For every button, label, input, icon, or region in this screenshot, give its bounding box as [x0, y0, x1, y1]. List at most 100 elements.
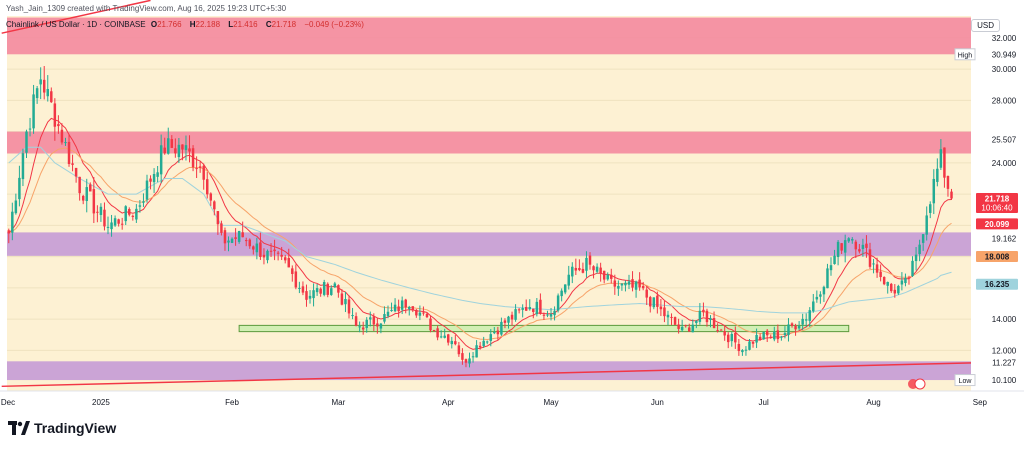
candle-body — [833, 255, 836, 265]
price-tick-label: 30.000 — [992, 65, 1017, 74]
candle-body — [478, 345, 482, 348]
candle — [510, 311, 514, 326]
candle — [60, 123, 64, 145]
last-price-label: 21.718 — [985, 195, 1010, 204]
candle — [177, 138, 181, 163]
candle-body — [847, 238, 850, 242]
candle-body — [819, 294, 822, 297]
candle — [92, 176, 96, 224]
candle — [780, 335, 783, 341]
candle-body — [776, 330, 780, 340]
candle-body — [659, 306, 663, 310]
candle — [776, 324, 780, 344]
low-price-label: 10.100 — [992, 376, 1017, 385]
candle — [936, 158, 939, 187]
candle — [425, 312, 429, 319]
price-tick-label: 12.000 — [992, 346, 1017, 355]
price-axis[interactable]: 12.000 14.000 24.000 28.000 30.000 32.000 30.9… — [954, 16, 1024, 391]
candle-body — [606, 274, 609, 280]
candle-body — [276, 252, 280, 254]
candle — [843, 234, 847, 263]
candle — [149, 175, 152, 190]
trendlines — [1, 0, 973, 388]
candle-body — [737, 343, 741, 352]
candle-body — [358, 326, 361, 328]
time-axis[interactable]: Dec 2025 Feb Mar Apr May Jun Jul Aug Sep — [0, 390, 1024, 407]
candle — [840, 242, 843, 254]
candle — [918, 239, 921, 262]
candle — [202, 163, 205, 190]
candle — [514, 304, 517, 322]
candle — [670, 313, 673, 325]
candle — [294, 264, 298, 290]
candle-body — [521, 308, 524, 310]
candle — [209, 192, 213, 206]
candle — [737, 338, 741, 356]
candle-body — [468, 358, 471, 364]
candle — [266, 249, 269, 264]
candle-body — [191, 148, 195, 168]
candle — [42, 66, 46, 100]
candle — [422, 306, 425, 316]
symbol-legend[interactable]: Chainlink / US Dollar · 1D · COINBASE O2… — [6, 20, 367, 29]
candle — [390, 302, 393, 312]
candle-body — [815, 296, 819, 300]
candle — [833, 249, 836, 265]
candle-body — [741, 350, 744, 353]
candle — [886, 281, 889, 294]
candle — [135, 204, 138, 223]
candle — [758, 333, 762, 341]
candle-body — [882, 276, 886, 285]
candle-body — [858, 249, 861, 252]
candle — [35, 85, 39, 104]
time-tick-label: Aug — [866, 398, 880, 407]
flag-icon — [914, 378, 926, 390]
candle — [755, 328, 758, 349]
ema_slow-price-badge — [976, 278, 1018, 290]
candle — [904, 273, 907, 287]
candle-body — [67, 141, 71, 165]
candle — [634, 280, 638, 298]
candle-body — [337, 285, 340, 293]
candle-body — [365, 319, 368, 328]
candle — [719, 328, 723, 331]
candle — [74, 167, 78, 183]
candle-body — [181, 144, 184, 150]
candle — [641, 281, 645, 291]
candle — [485, 340, 489, 345]
candle — [932, 169, 936, 215]
candle — [875, 257, 879, 278]
candle-body — [436, 328, 439, 338]
candle — [808, 307, 811, 327]
candle-body — [71, 163, 74, 165]
candle — [617, 280, 620, 296]
candle-body — [510, 314, 514, 320]
candle — [585, 251, 588, 278]
candle — [716, 323, 719, 333]
candle-body — [393, 304, 397, 312]
candle-body — [719, 329, 723, 331]
currency-button[interactable]: USD — [971, 19, 1000, 32]
candle-body — [124, 206, 127, 222]
candle — [259, 232, 262, 260]
candle-body — [897, 285, 900, 294]
candle-body — [379, 323, 383, 329]
candle-body — [397, 306, 400, 312]
candle-body — [174, 148, 177, 154]
candle-body — [666, 314, 670, 318]
candle-body — [670, 316, 673, 318]
candle-body — [585, 257, 588, 271]
candle — [138, 200, 142, 213]
candle — [943, 147, 946, 188]
candle-body — [390, 309, 393, 312]
candle — [797, 321, 801, 331]
candle-body — [386, 311, 390, 317]
candle-body — [244, 240, 248, 242]
price-tick-label: 24.000 — [992, 159, 1017, 168]
candle-body — [57, 124, 60, 127]
candle — [113, 215, 117, 227]
tradingview-logo[interactable]: TradingView — [8, 420, 116, 436]
tradingview-wordmark: TradingView — [34, 420, 117, 436]
candle — [666, 310, 670, 325]
